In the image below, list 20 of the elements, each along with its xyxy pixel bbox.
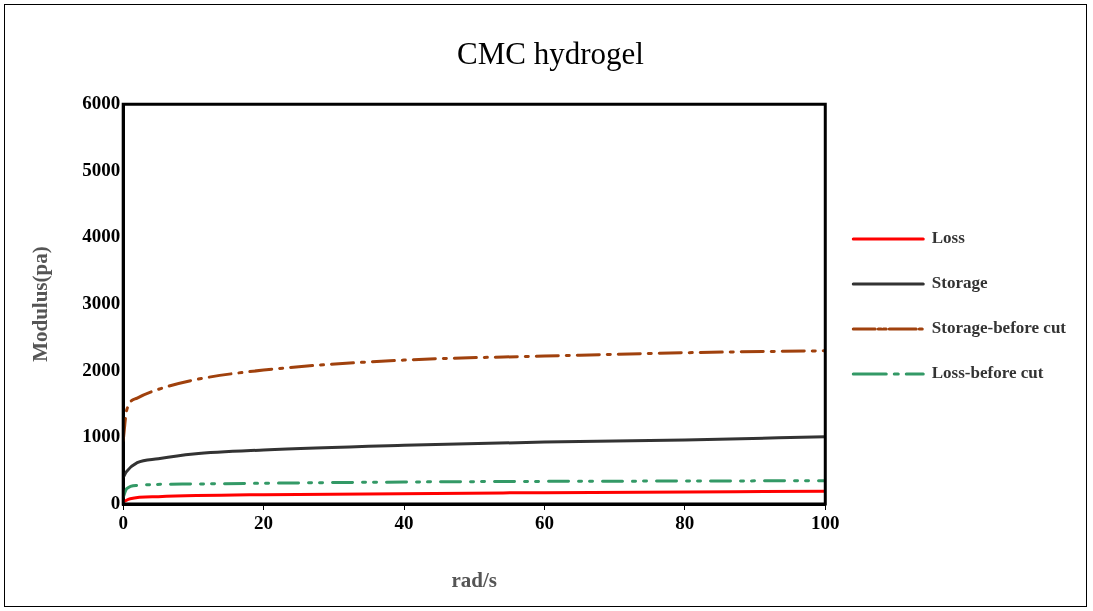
y-tick-label: 3000: [82, 292, 121, 314]
y-axis-title: Modulus(pa): [28, 246, 53, 362]
y-tick-label: 2000: [82, 358, 121, 380]
x-tick-label: 60: [534, 512, 554, 534]
x-tick-label: 80: [675, 512, 695, 534]
y-tick-label: 1000: [82, 425, 121, 447]
legend-label: Loss-before cut: [931, 363, 1044, 383]
legend-label: Storage: [931, 273, 988, 293]
y-tick-label: 0: [110, 491, 121, 513]
line-series: [123, 435, 826, 479]
legend-label: Loss: [931, 228, 966, 248]
x-axis-title: rad/s: [451, 567, 497, 592]
x-tick-label: 20: [254, 512, 274, 534]
x-tick-label: 100: [811, 512, 840, 534]
y-tick-label: 5000: [82, 158, 121, 180]
y-tick-label: 4000: [82, 225, 121, 247]
legend-label: Storage-before cut: [931, 318, 1067, 338]
x-tick-label: 40: [394, 512, 414, 534]
y-tick-label: 6000: [82, 92, 121, 114]
chart-title: CMC hydrogel: [457, 35, 644, 71]
